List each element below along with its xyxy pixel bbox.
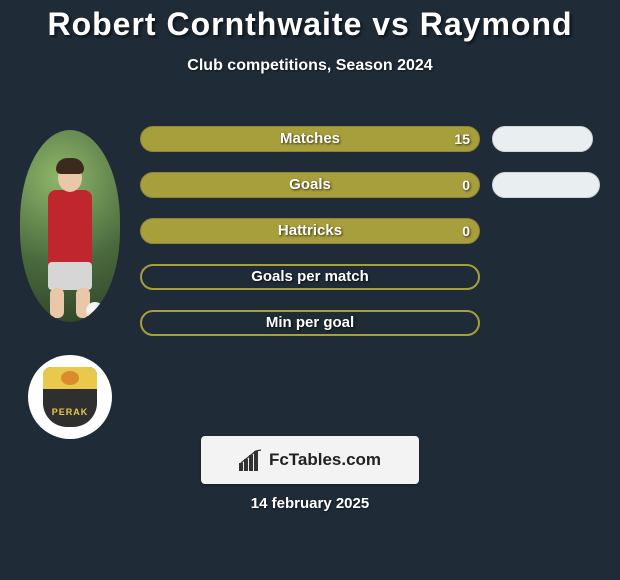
stat-row: Goals0 bbox=[0, 164, 620, 210]
stat-value-p1: 0 bbox=[140, 218, 470, 244]
club-badge: PERAK bbox=[28, 355, 112, 439]
fctables-logo-icon bbox=[239, 449, 263, 471]
stat-row: Matches15 bbox=[0, 118, 620, 164]
page-subtitle: Club competitions, Season 2024 bbox=[0, 57, 620, 75]
stat-bar-p2 bbox=[492, 126, 593, 152]
stat-label: Min per goal bbox=[140, 310, 480, 336]
page-title: Robert Cornthwaite vs Raymond bbox=[0, 0, 620, 43]
date-label: 14 february 2025 bbox=[0, 495, 620, 512]
stat-value-p1: 15 bbox=[140, 126, 470, 152]
stat-row: Goals per match bbox=[0, 256, 620, 302]
watermark-text: FcTables.com bbox=[269, 450, 381, 470]
stat-label: Goals per match bbox=[140, 264, 480, 290]
badge-shield: PERAK bbox=[43, 367, 97, 427]
stat-row: Hattricks0 bbox=[0, 210, 620, 256]
badge-header bbox=[43, 367, 97, 389]
stat-bar-p2 bbox=[492, 172, 600, 198]
stat-value-p1: 0 bbox=[140, 172, 470, 198]
tiger-icon bbox=[61, 371, 79, 385]
badge-label: PERAK bbox=[52, 407, 89, 417]
watermark: FcTables.com bbox=[201, 436, 419, 484]
stats-table: Matches15Goals0Hattricks0 Goals per match… bbox=[0, 118, 620, 348]
stat-row: Min per goal bbox=[0, 302, 620, 348]
